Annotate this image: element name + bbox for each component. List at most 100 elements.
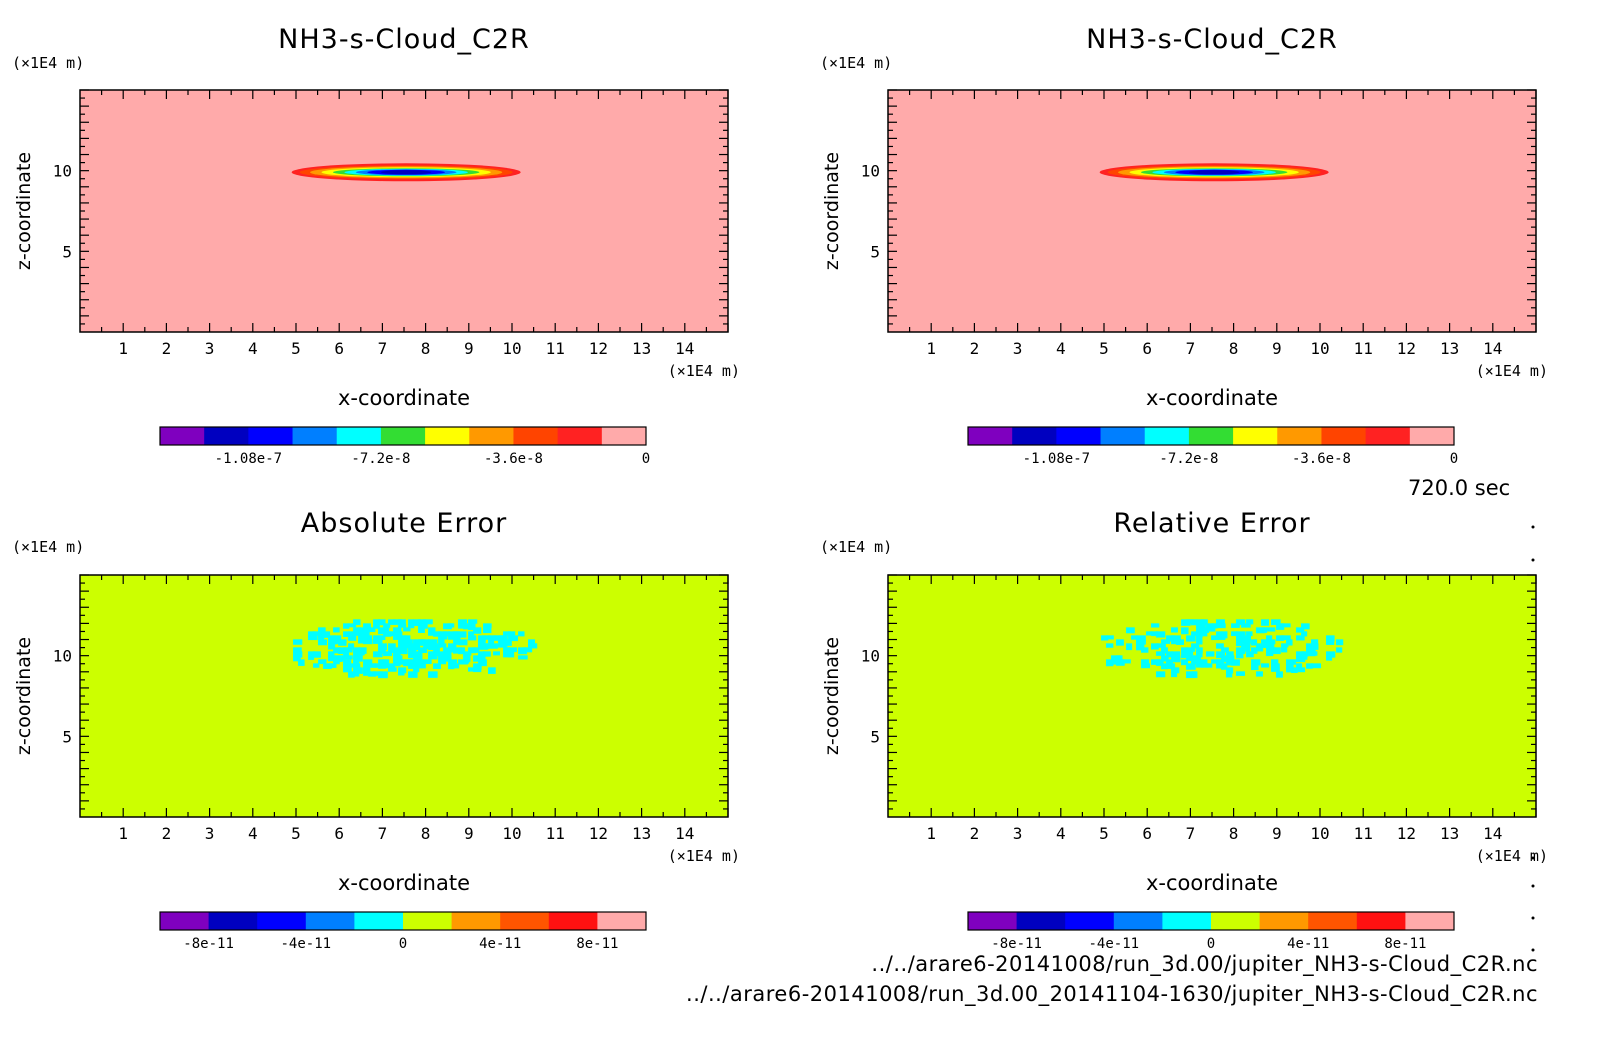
error-patch [1201,627,1209,633]
y-unit-label: (×1E4 m) [12,54,84,72]
error-patch [1171,667,1180,674]
error-patch [1186,619,1195,625]
error-patch [478,651,486,658]
error-patch [1181,659,1189,666]
panel-2: NH3-s-Cloud_C2R(×1E4 m)1 2 3 4 5 6 7 8 9 10 11 12 13… [820,24,1548,467]
x-tick-label: 12 [1397,824,1416,843]
error-patch [1266,647,1276,652]
error-patch [1176,639,1185,645]
error-patch [363,667,371,674]
error-patch [373,651,383,658]
error-patch [1131,635,1138,640]
error-patch [498,639,508,647]
error-patch [518,655,528,660]
colorbar-label: 0 [1450,451,1458,467]
colorbar-segment [968,912,1018,930]
error-patch [1216,619,1225,625]
x-tick-label: 10 [1310,824,1329,843]
error-patch [1246,619,1254,625]
colorbar-segment [257,912,307,930]
error-patch [1171,671,1178,678]
x-tick-label: 2 [970,824,980,843]
error-patch [348,631,355,637]
error-patch [1161,639,1171,644]
error-patch [1156,643,1166,648]
colorbar-segment [292,427,338,445]
error-patch [378,635,386,641]
x-tick-label: 9 [464,824,474,843]
error-patch [473,667,482,673]
error-patch [1236,671,1245,676]
error-patch [348,623,357,628]
colorbar-segment [305,912,355,930]
error-patch [1161,663,1168,670]
error-patch [1136,635,1146,642]
colorbar-label: 4e-11 [479,936,521,952]
x-tick-label: 1 [926,339,936,358]
margin-dot [1531,884,1535,888]
error-patch [333,639,342,645]
error-patch [343,647,353,653]
margin-dot [1531,856,1535,860]
error-patch [493,651,500,656]
error-patch [373,663,383,668]
error-patch [423,659,432,665]
error-patch [1121,659,1131,664]
error-patch [1261,639,1268,645]
colorbar-label: -8e-11 [183,936,234,952]
x-tick-label: 12 [1397,339,1416,358]
colorbar-label: 8e-11 [1384,936,1426,952]
error-patch [353,671,360,677]
x-tick-label: 4 [248,339,258,358]
y-tick-label: 5 [62,242,72,261]
error-patch [433,643,441,648]
y-tick-label: 10 [53,162,72,181]
error-patch [1181,651,1188,659]
error-patch [418,619,426,625]
x-unit-label: (×1E4 m) [668,847,740,865]
x-tick-label: 9 [1272,824,1282,843]
error-patch [323,631,331,638]
error-patch [353,627,361,634]
error-patch [468,623,476,631]
margin-dot [1531,948,1535,952]
error-patch [398,639,406,645]
error-patch [1326,655,1333,661]
error-patch [373,619,381,624]
error-patch [468,667,478,672]
x-axis-label: x-coordinate [338,871,470,895]
error-patch [1141,663,1151,669]
error-patch [413,659,421,664]
x-tick-label: 3 [205,339,215,358]
error-patch [338,655,345,661]
x-tick-label: 1 [118,824,128,843]
x-tick-label: 11 [546,339,565,358]
error-patch [1301,655,1308,660]
colorbar-segment [1012,427,1057,445]
x-tick-label: 9 [1272,339,1282,358]
error-patch [1191,655,1201,662]
x-tick-label: 3 [1013,339,1023,358]
error-patch [293,655,301,662]
error-patch [478,655,486,660]
error-patch [1231,659,1240,666]
error-patch [508,651,515,658]
x-tick-label: 2 [162,339,172,358]
colorbar-label: -1.08e-7 [215,451,282,467]
error-patch [1276,635,1285,641]
error-patch [1181,627,1189,635]
error-patch [453,663,460,669]
error-patch [483,643,490,650]
error-patch [398,619,406,625]
error-patch [483,623,492,629]
error-patch [483,651,491,657]
error-patch [393,635,403,640]
error-patch [378,659,385,665]
error-patch [333,655,343,662]
cloud-contour-8 [380,170,432,175]
error-patch [1171,627,1178,633]
error-patch [1236,647,1246,654]
error-patch [358,651,365,656]
error-patch [1271,619,1281,626]
error-patch [333,659,340,665]
